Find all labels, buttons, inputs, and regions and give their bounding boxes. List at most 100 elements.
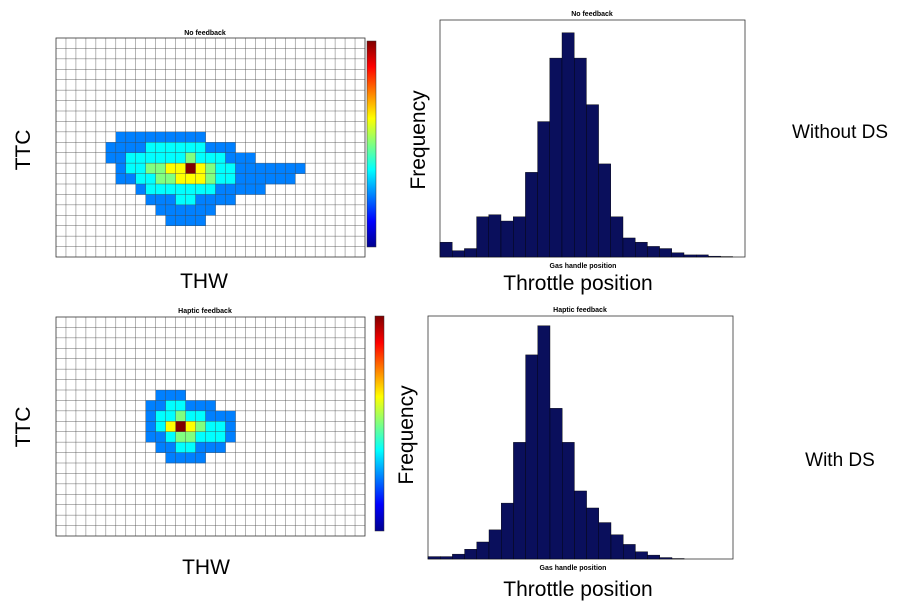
heatmap-cell	[195, 400, 206, 412]
heatmap-cell	[225, 163, 236, 174]
heatmap-cell	[175, 131, 186, 143]
heatmap-cell	[185, 410, 196, 422]
heatmap-cell	[225, 410, 236, 422]
heatmap-cell	[175, 184, 186, 195]
heatmap-cell	[215, 152, 226, 164]
heatmap-cell	[225, 194, 236, 206]
heatmap-cell	[115, 152, 127, 164]
heatmap-cell	[195, 452, 206, 464]
heatmap-cell	[245, 173, 256, 185]
heatmap-cell	[205, 431, 216, 443]
heatmap-cell	[195, 142, 206, 154]
heatmap-cell	[225, 173, 236, 185]
heatmap-cell	[155, 204, 166, 216]
hist-top-ylabel: Frequency	[407, 90, 430, 190]
histogram-bar	[476, 216, 490, 258]
heatmap-cell	[165, 442, 176, 453]
heatmap-cell	[225, 184, 236, 195]
heatmap-cell	[145, 163, 156, 174]
histogram-bar	[647, 554, 660, 560]
heatmap-cell	[185, 452, 196, 464]
heatmap-cell	[155, 152, 166, 164]
heatmap-cell	[185, 131, 196, 143]
heatmap-cell	[235, 184, 246, 195]
heatmap-cell	[195, 410, 206, 422]
histogram-bar	[549, 408, 563, 560]
heatmap-cell	[185, 215, 196, 227]
histogram-bar	[464, 248, 477, 258]
heatmap-cell	[195, 421, 206, 433]
heatmap-cell	[195, 215, 206, 227]
heatmap-cell	[255, 173, 266, 185]
heatmap-cell	[135, 184, 147, 195]
hist-bottom-panel: Haptic feedback Gas handle position	[427, 307, 734, 572]
histogram-bar	[635, 241, 648, 258]
heatmap-cell	[125, 131, 137, 143]
heatmap-cell	[125, 152, 137, 164]
heatmap-cell	[185, 431, 196, 443]
heatmap-cell	[165, 400, 176, 412]
heatmap-cell	[185, 152, 196, 164]
hist-bottom-bars	[427, 325, 685, 560]
histogram-bar	[488, 214, 502, 258]
heatmap-cell	[285, 173, 296, 185]
histogram-bar	[635, 551, 648, 560]
heatmap-cell	[175, 194, 186, 206]
heatmap-cell	[155, 390, 166, 401]
heatmap-cell	[195, 431, 206, 443]
heatmap-cell	[165, 431, 176, 443]
heatmap-cell	[155, 421, 166, 433]
heatmap-cell	[215, 421, 226, 433]
heatmap-cell	[195, 194, 206, 206]
heatmap-cell	[155, 142, 166, 154]
histogram-bar	[440, 556, 453, 560]
histogram-bar	[610, 534, 624, 560]
heatmap-cell	[145, 142, 156, 154]
histogram-bar	[659, 248, 672, 258]
hist-top-axis-xlabel: Throttle position	[503, 272, 652, 295]
heatmap-cell	[165, 390, 176, 401]
heatmap-cell	[215, 163, 226, 174]
heatmap-cell	[145, 131, 156, 143]
heatmap-cell	[215, 142, 226, 154]
histogram-bar	[501, 502, 514, 560]
heatmap-cell	[175, 173, 186, 185]
histogram-bar	[464, 549, 478, 560]
heatmap-cell	[225, 152, 236, 164]
histogram-bar	[500, 220, 514, 258]
heatmap-cell	[255, 184, 266, 195]
histogram-bar	[696, 254, 709, 258]
heatmap-cell	[105, 152, 117, 164]
histogram-bar	[683, 254, 697, 258]
heatmap-cell	[155, 400, 166, 412]
heatmap-cell	[175, 452, 186, 464]
row-label-bottom: With DS	[805, 450, 875, 471]
heatmap-cell	[185, 442, 196, 453]
heatmap-cell	[185, 142, 196, 154]
heatmap-cell	[155, 163, 166, 174]
histogram-bar	[561, 32, 575, 258]
heatmap-cell	[235, 152, 246, 164]
histogram-bar	[439, 241, 453, 258]
hist-bottom-xlabel: Gas handle position	[540, 565, 607, 572]
heatmap-cell	[135, 173, 147, 185]
heatmap-cell	[215, 194, 226, 206]
heatmap-cell	[165, 184, 176, 195]
heatmap-cell	[185, 204, 196, 216]
heatmap-cell	[215, 431, 226, 443]
heatmap-cell	[295, 163, 306, 174]
histogram-bar	[537, 121, 550, 258]
histogram-bar	[574, 490, 587, 560]
heatmap-cell	[215, 410, 226, 422]
hist-bottom-axis-xlabel: Throttle position	[503, 578, 652, 601]
heatmap-cell	[125, 142, 137, 154]
heatmap-top-grid	[56, 38, 365, 257]
heatmap-cell	[285, 163, 296, 174]
heatmap-cell	[185, 173, 196, 185]
hist-bottom-title: Haptic feedback	[553, 307, 607, 314]
heatmap-cell	[175, 410, 186, 422]
heatmap-cell	[165, 173, 176, 185]
heatmap-cell	[155, 442, 166, 453]
heatmap-cell	[275, 173, 286, 185]
